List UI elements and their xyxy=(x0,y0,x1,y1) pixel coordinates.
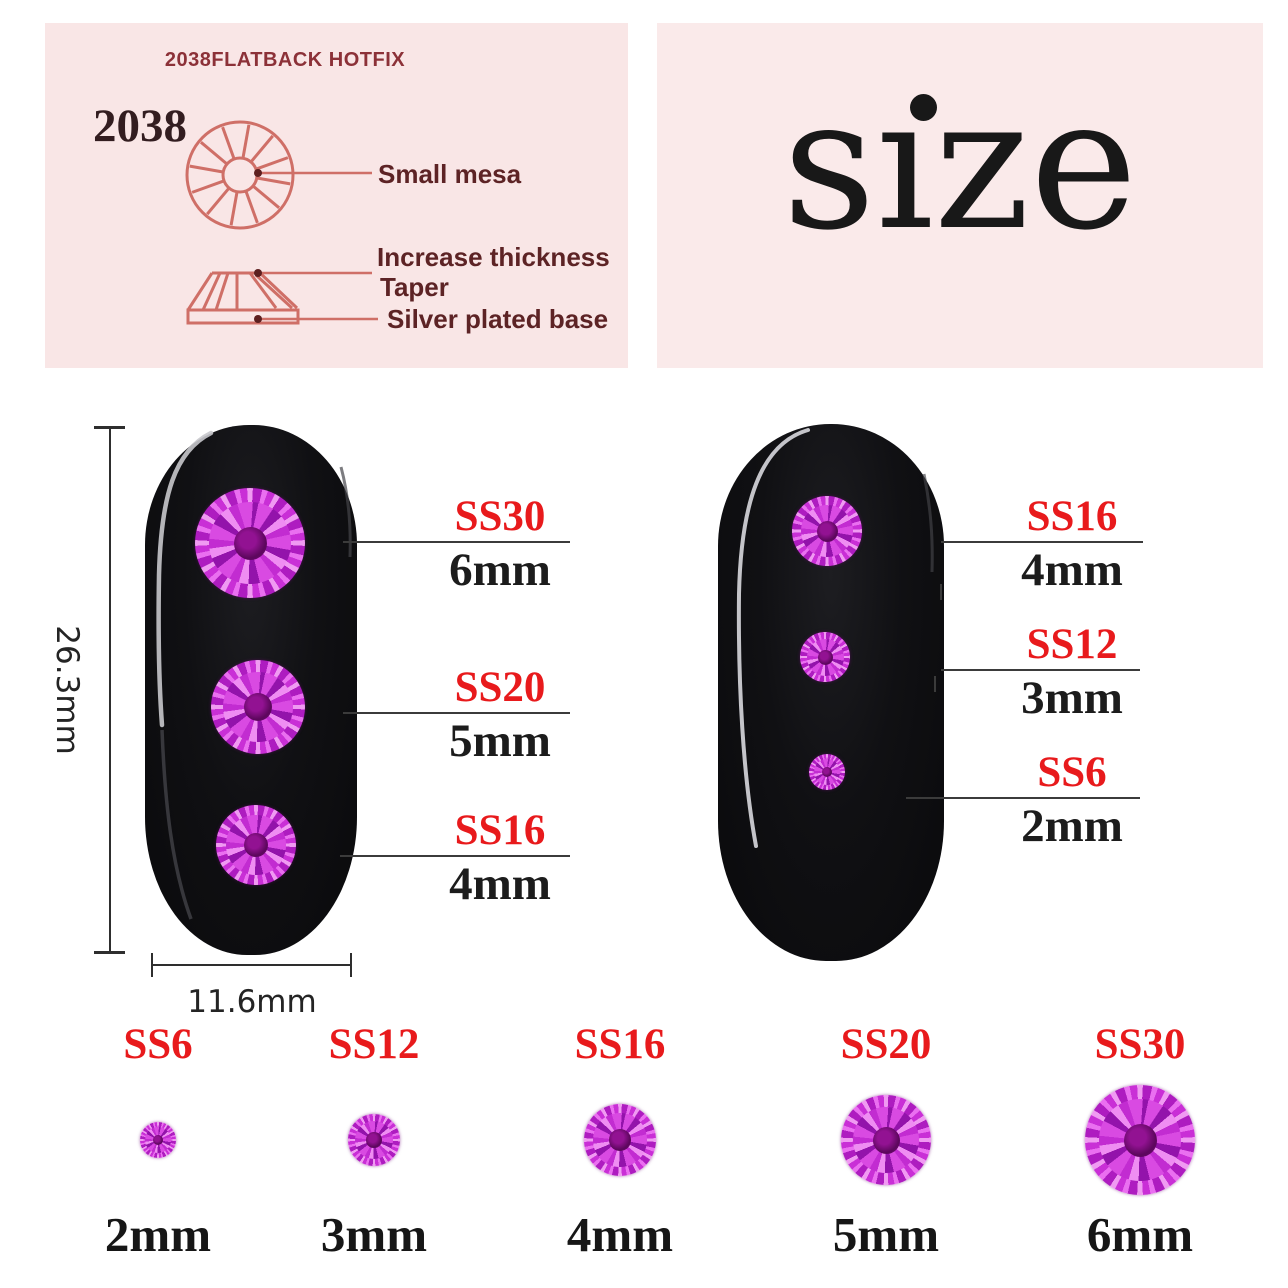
leader-line xyxy=(906,797,1140,799)
rhinestone-ss12 xyxy=(800,632,850,682)
rhinestone-ss16 xyxy=(584,1104,656,1176)
rhinestone-ss20 xyxy=(211,660,305,754)
callout-mm: 2mm xyxy=(1021,800,1123,852)
size-row-mm: 2mm xyxy=(104,1207,212,1262)
spec-panel-title: 2038FLATBACK HOTFIX xyxy=(164,49,406,71)
rhinestone-ss30 xyxy=(195,488,305,598)
callout-ss: SS12 xyxy=(1026,621,1118,668)
leader-line xyxy=(343,712,570,714)
dimension-cap xyxy=(94,951,125,954)
size-row-ss: SS20 xyxy=(840,1021,932,1068)
callout-mm: 6mm xyxy=(449,544,551,596)
callout-mm: 4mm xyxy=(1021,544,1123,596)
leader-line xyxy=(340,855,570,857)
rhinestone-ss12 xyxy=(348,1114,400,1166)
rhinestone-table xyxy=(1123,1123,1157,1157)
leader-line xyxy=(941,669,1140,671)
rhinestone-table xyxy=(872,1126,900,1154)
nail-left-highlight xyxy=(156,430,352,920)
edge-tick xyxy=(940,584,942,600)
nail-width-value: 11.6mm xyxy=(187,984,317,1020)
leader-line xyxy=(343,541,570,543)
width-dimension-line xyxy=(152,964,352,966)
size-row-mm: 5mm xyxy=(832,1207,940,1262)
callout-mm: 3mm xyxy=(1021,672,1123,724)
rhinestone-table xyxy=(821,766,833,778)
label-increase-thickness: Increase thickness xyxy=(377,242,610,272)
callout-ss: SS16 xyxy=(454,807,546,854)
rhinestone-table xyxy=(233,526,267,560)
dimension-cap xyxy=(94,426,125,429)
dimension-cap xyxy=(350,953,352,977)
size-row-mm: 6mm xyxy=(1086,1207,1194,1262)
nail-right xyxy=(718,424,944,961)
size-panel: sıze xyxy=(657,23,1263,368)
rhinestone-ss20 xyxy=(841,1095,931,1185)
callout-mm: 5mm xyxy=(449,715,551,767)
size-row-ss: SS30 xyxy=(1094,1021,1186,1068)
size-row-ss: SS6 xyxy=(123,1021,193,1068)
length-dimension-line xyxy=(109,427,111,953)
rhinestone-ss6 xyxy=(809,754,845,790)
rhinestone-structure-diagram xyxy=(185,120,378,325)
edge-tick xyxy=(934,676,936,692)
rhinestone-table xyxy=(609,1129,631,1151)
spec-panel: 2038FLATBACK HOTFIX 2038 Small mesa Incr… xyxy=(45,23,628,368)
size-row-mm: 4mm xyxy=(566,1207,674,1262)
callout-ss: SS20 xyxy=(454,664,546,711)
nail-length-value: 26.3mm xyxy=(49,625,85,755)
label-small-mesa: Small mesa xyxy=(378,159,522,189)
label-silver-plated-base: Silver plated base xyxy=(387,304,609,334)
size-row-mm: 3mm xyxy=(320,1207,428,1262)
callout-ss: SS6 xyxy=(1037,749,1107,796)
size-headline: sıze xyxy=(782,58,1138,270)
nail-left xyxy=(145,425,357,955)
rhinestone-ss6 xyxy=(140,1122,176,1158)
rhinestone-ss16 xyxy=(216,805,296,885)
callout-ss: SS16 xyxy=(1026,493,1118,540)
label-taper: Taper xyxy=(380,272,449,302)
rhinestone-table xyxy=(152,1134,164,1146)
rhinestone-table xyxy=(366,1132,382,1148)
rhinestone-ss16 xyxy=(792,496,862,566)
nail-right-highlight xyxy=(736,428,934,848)
leader-line xyxy=(941,541,1143,543)
dimension-cap xyxy=(151,953,153,977)
rhinestone-table xyxy=(816,520,838,542)
size-row-ss: SS16 xyxy=(574,1021,666,1068)
rhinestone-table xyxy=(244,833,268,857)
rhinestone-table xyxy=(817,649,833,665)
size-row-ss: SS12 xyxy=(328,1021,420,1068)
spec-model-number: 2038 xyxy=(93,100,187,152)
rhinestone-ss30 xyxy=(1085,1085,1195,1195)
callout-ss: SS30 xyxy=(454,493,546,540)
rhinestone-table xyxy=(243,692,273,722)
callout-mm: 4mm xyxy=(449,858,551,910)
i-dot-icon xyxy=(910,94,937,121)
